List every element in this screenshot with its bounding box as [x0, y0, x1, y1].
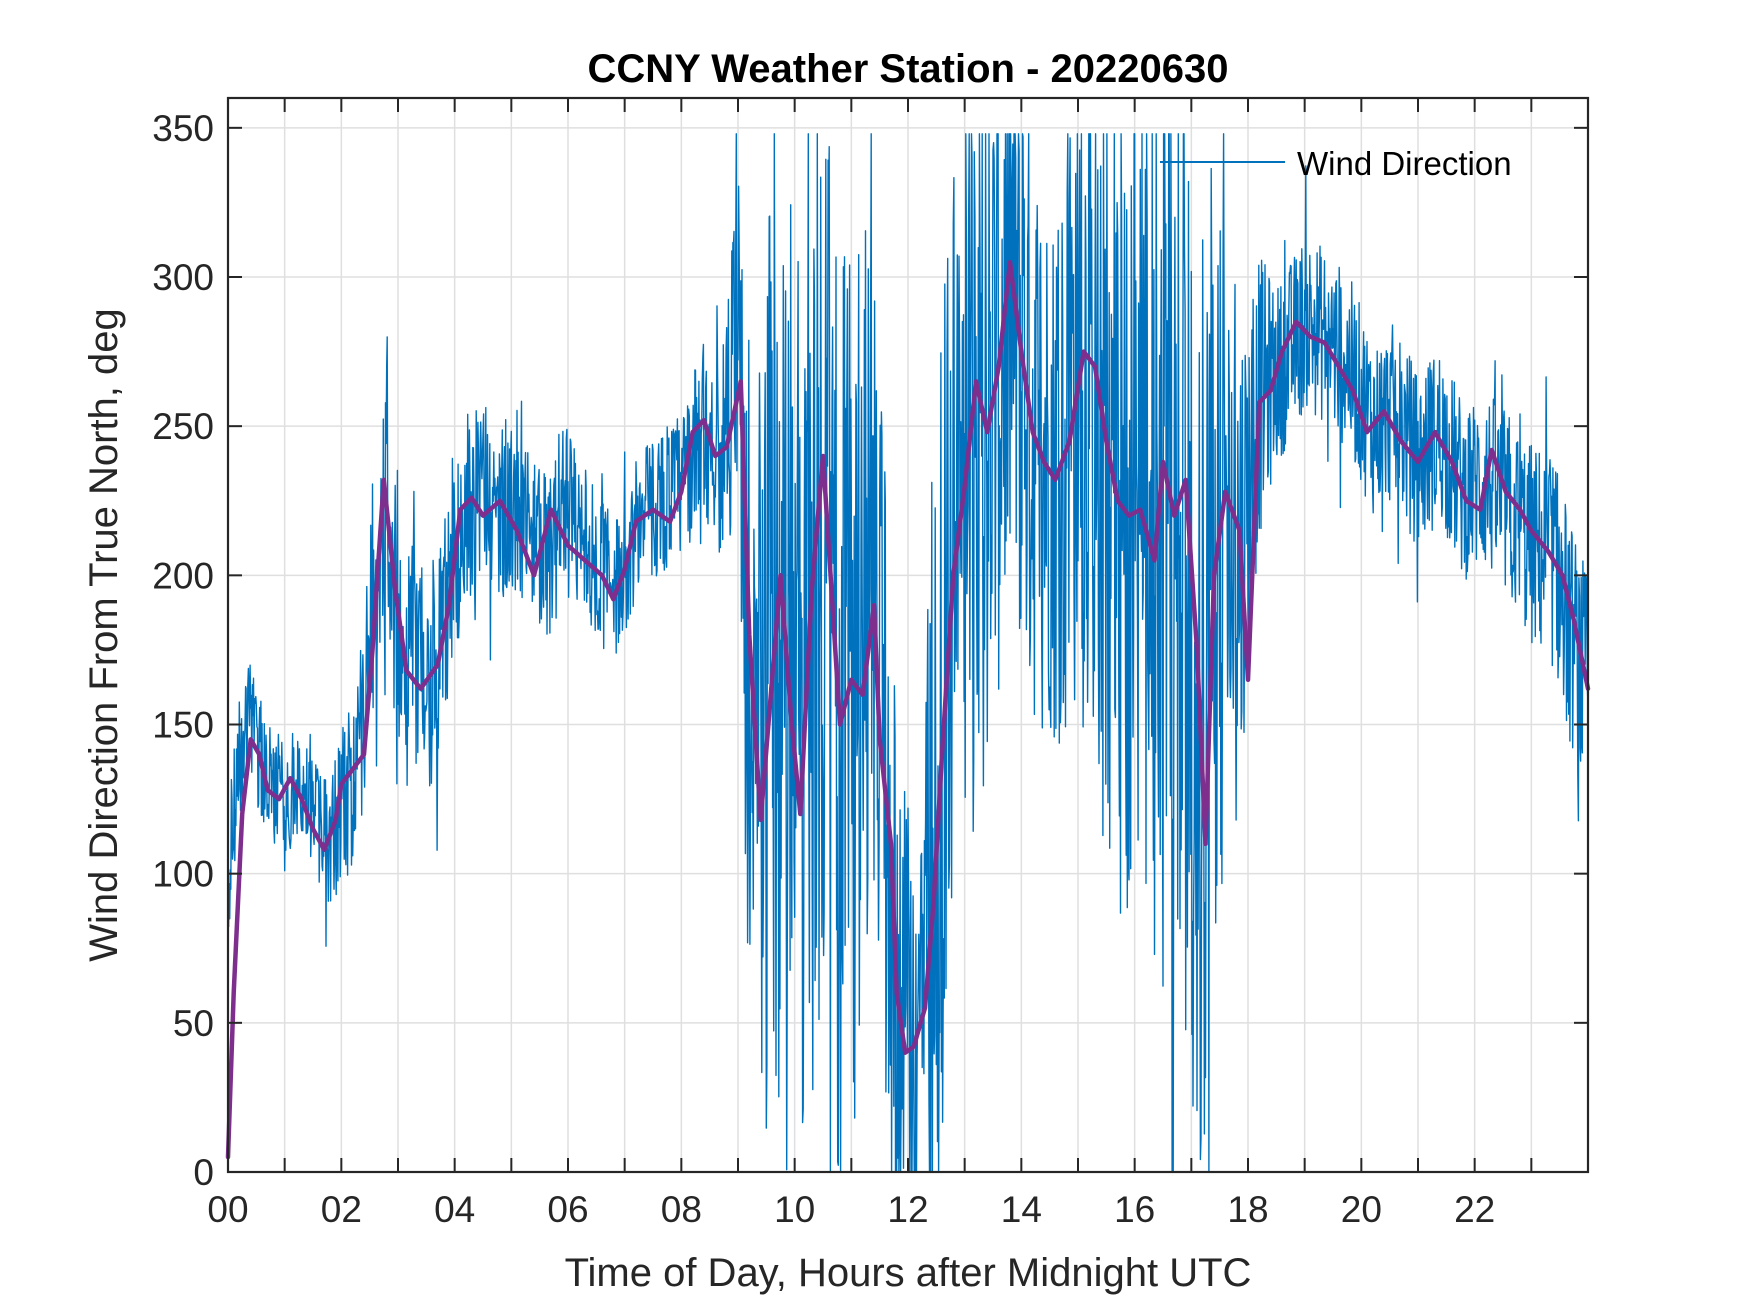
- y-tick-label: 100: [152, 854, 214, 895]
- series-line-wind-direction: [227, 133, 1589, 1173]
- x-axis-label: Time of Day, Hours after Midnight UTC: [565, 1251, 1252, 1295]
- y-tick-label: 350: [152, 108, 214, 149]
- y-axis-label: Wind Direction From True North, deg: [82, 308, 126, 962]
- x-tick-label: 00: [207, 1189, 248, 1230]
- y-tick-label: 50: [173, 1003, 214, 1044]
- x-tick-label: 20: [1341, 1189, 1382, 1230]
- x-tick-label: 14: [1001, 1189, 1042, 1230]
- series-line-smoothed-average: [225, 259, 1591, 1160]
- legend-label-wind-direction: Wind Direction: [1297, 145, 1512, 182]
- x-tick-label: 10: [774, 1189, 815, 1230]
- y-tick-label: 0: [193, 1152, 214, 1193]
- ticks: 00 02 04 06 08 10 12 14 16 18 20 22 0 50 100 150 200 250 3…: [152, 98, 1588, 1230]
- x-tick-label: 08: [661, 1189, 702, 1230]
- x-tick-label: 06: [547, 1189, 588, 1230]
- x-tick-label: 04: [434, 1189, 475, 1230]
- chart-title: CCNY Weather Station - 20220630: [588, 47, 1229, 91]
- x-tick-label: 12: [887, 1189, 928, 1230]
- y-tick-label: 250: [152, 406, 214, 447]
- series-layer: [225, 133, 1591, 1173]
- legend: Wind Direction: [1160, 145, 1512, 182]
- x-tick-label: 02: [321, 1189, 362, 1230]
- y-tick-label: 200: [152, 555, 214, 596]
- x-tick-label: 16: [1114, 1189, 1155, 1230]
- y-tick-label: 150: [152, 705, 214, 746]
- x-tick-label: 18: [1227, 1189, 1268, 1230]
- y-tick-label: 300: [152, 257, 214, 298]
- x-tick-label: 22: [1454, 1189, 1495, 1230]
